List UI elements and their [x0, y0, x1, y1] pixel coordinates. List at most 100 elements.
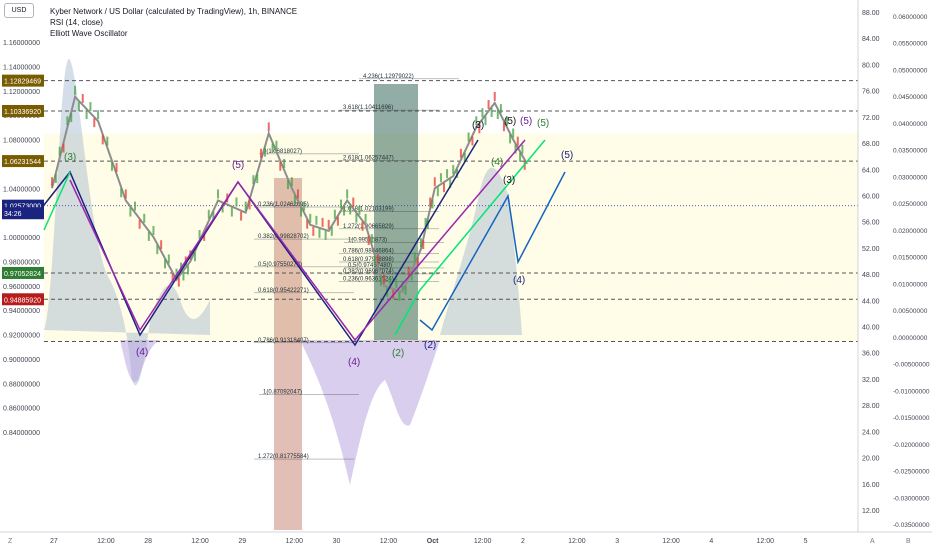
candle: [198, 230, 201, 240]
price-tick-13: 0.90000000: [3, 357, 40, 364]
candle: [446, 169, 449, 179]
rsi-tick-15: 28.00: [862, 403, 880, 410]
candle: [187, 265, 190, 275]
candle: [306, 219, 309, 229]
ewo-tick-19: -0.03500000: [893, 522, 930, 529]
candle: [443, 183, 445, 193]
candle: [240, 211, 243, 221]
candle: [256, 174, 259, 184]
candle: [235, 197, 238, 207]
candle: [89, 102, 92, 112]
candle: [516, 136, 519, 146]
candle: [267, 122, 270, 132]
wave-label-13: (4): [491, 157, 503, 168]
wave-label-12: (3): [503, 175, 515, 186]
candle: [167, 254, 170, 264]
candle: [506, 116, 509, 126]
x-tick-6: 30: [333, 538, 341, 545]
wave-label-0: (3): [64, 152, 76, 163]
price-tick-16: 0.84000000: [3, 430, 40, 437]
candle: [177, 277, 180, 287]
candle: [124, 189, 127, 199]
rsi-tick-3: 76.00: [862, 89, 880, 96]
price-tick-14: 0.88000000: [3, 381, 40, 388]
candle: [512, 128, 515, 138]
candle: [493, 91, 496, 101]
ewo-tick-4: 0.04000000: [893, 121, 928, 128]
candle: [129, 207, 132, 217]
rsi-tick-14: 32.00: [862, 377, 880, 384]
candle: [401, 280, 404, 290]
candle: [248, 200, 251, 210]
candle: [62, 143, 65, 153]
candle: [490, 108, 493, 117]
fib-label-0: 4.236(1.12979022): [363, 74, 414, 80]
candle: [115, 163, 118, 173]
candle: [416, 257, 419, 267]
ewo-tick-10: 0.01000000: [893, 281, 928, 288]
price-label-3: 1.02573000: [4, 204, 41, 211]
candle: [352, 197, 355, 207]
price-tick-15: 0.86000000: [3, 406, 40, 413]
price-label-1: 1.10336920: [4, 109, 41, 116]
candle: [478, 124, 481, 134]
currency-button[interactable]: USD: [4, 3, 34, 18]
price-tick-11: 0.94000000: [3, 308, 40, 315]
candle: [163, 259, 166, 269]
candle: [389, 276, 392, 286]
indicator-rsi-label[interactable]: RSI (14, close): [50, 18, 103, 27]
ewo-tick-7: 0.02500000: [893, 201, 928, 208]
fib-label-1: 3.618(1.10411696): [343, 105, 393, 111]
candle: [410, 271, 413, 281]
candle: [51, 177, 53, 187]
wave-line-navy: [43, 139, 479, 347]
x-tick-2: 28: [144, 538, 152, 545]
price-label-4: 34:26: [4, 211, 22, 218]
candle: [336, 216, 339, 226]
fib-label-6: 0.786(0.98646864): [343, 248, 394, 254]
candle: [217, 189, 220, 199]
candle: [300, 207, 303, 217]
fib-label-2: 2.618(1.06257447): [343, 156, 394, 162]
candle: [70, 113, 73, 123]
wave-label-3: (4): [348, 357, 360, 368]
candle: [459, 148, 462, 158]
candle: [283, 158, 286, 168]
x-tick-1: 12:00: [97, 538, 115, 545]
price-label-box-6: [2, 293, 44, 306]
rsi-tick-13: 36.00: [862, 351, 880, 358]
candle: [413, 252, 416, 262]
price-tick-9: 0.98000000: [3, 259, 40, 266]
candle: [333, 209, 336, 219]
rsi-tick-18: 16.00: [862, 482, 880, 489]
candle: [484, 116, 487, 126]
candle: [212, 211, 215, 221]
wave-label-10: (5): [561, 150, 573, 161]
wave-line-green-1: [43, 171, 71, 231]
rsi-tick-9: 52.00: [862, 246, 880, 253]
price-label-box-2: [2, 155, 44, 168]
log-scale-button: B: [906, 538, 911, 545]
candle: [439, 173, 442, 183]
rsi-tick-8: 56.00: [862, 220, 880, 227]
candle: [120, 188, 123, 198]
candle: [286, 180, 289, 190]
indicator-ewo-label[interactable]: Elliott Wave Oscillator: [50, 29, 128, 38]
candle: [481, 108, 484, 118]
price-label-box-4: [2, 207, 44, 220]
price-label-box-1: [2, 104, 44, 117]
fib-label-12: 0.236(1.02462695): [258, 202, 309, 208]
price-label-0: 1.12829469: [4, 79, 41, 86]
candle: [293, 195, 296, 205]
candle: [143, 213, 146, 223]
rsi-tick-4: 72.00: [862, 115, 880, 122]
fib-label-5: 1(0.99535873): [348, 238, 387, 244]
ewo-tick-14: -0.01000000: [893, 388, 930, 395]
fib-label-9: 0.382(0.96967074): [343, 269, 394, 275]
candle: [290, 177, 293, 187]
rsi-tick-0: 88.00: [862, 10, 880, 17]
candle: [327, 219, 330, 229]
candle: [58, 146, 61, 156]
candle: [230, 207, 233, 217]
